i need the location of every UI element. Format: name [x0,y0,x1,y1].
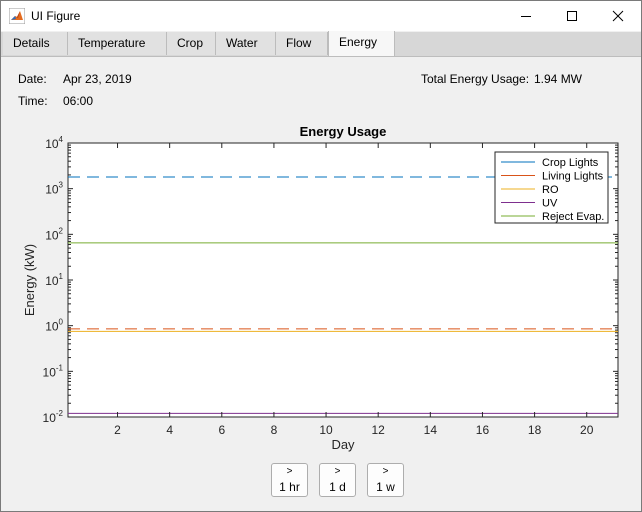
legend-entry: Living Lights [542,171,604,183]
advance-arrow: > [334,466,341,477]
total-energy-value: 1.94 MW [534,72,583,86]
legend-entry: Crop Lights [542,157,599,169]
close-button[interactable] [595,1,641,31]
tab-crop[interactable]: Crop [167,32,216,55]
y-tick-label: 10-1 [43,363,64,379]
y-tick-label: 100 [45,318,63,334]
tab-bar: Details Temperature Crop Water Flow Ener… [1,31,641,57]
title-bar[interactable]: UI Figure [1,1,641,31]
button-label: 1 d [329,480,346,494]
x-tick-label: 18 [528,423,542,437]
tab-energy[interactable]: Energy [328,31,395,56]
tab-details[interactable]: Details [3,32,68,55]
minimize-icon [521,16,531,17]
y-tick-label: 101 [45,272,63,288]
x-tick-label: 6 [218,423,225,437]
tab-flow[interactable]: Flow [276,32,328,55]
legend-entry: UV [542,198,558,210]
x-tick-label: 16 [476,423,490,437]
maximize-button[interactable] [549,1,595,31]
tab-temperature[interactable]: Temperature [68,32,167,55]
minimize-button[interactable] [503,1,549,31]
advance-arrow: > [382,466,389,477]
button-label: 1 hr [279,480,300,494]
energy-usage-chart: 2 4 6 8 10 12 14 16 18 20 10-2 10-1 100 101 102 103 104 E… [22,124,619,452]
x-tick-label: 4 [166,423,173,437]
y-tick-label: 10-2 [43,409,64,425]
time-label: Time: [18,94,48,108]
y-tick-label: 102 [45,226,63,242]
x-tick-label: 12 [372,423,386,437]
x-tick-label: 2 [114,423,121,437]
button-label: 1 w [376,480,395,494]
energy-panel: Date: Apr 23, 2019 Time: 06:00 Total Ene… [1,57,641,511]
y-axis-label: Energy (kW) [22,244,37,316]
x-tick-label: 8 [271,423,278,437]
legend-box [494,151,609,224]
date-value: Apr 23, 2019 [63,72,132,86]
maximize-icon [567,11,577,21]
y-tick-label: 103 [45,181,63,197]
close-icon [612,10,624,22]
matlab-logo-icon [9,8,25,24]
total-energy-label: Total Energy Usage: [421,72,530,86]
advance-1-week-button[interactable]: > 1 w [367,463,404,497]
y-tick-label: 104 [45,135,63,151]
tab-water[interactable]: Water [216,32,276,55]
x-tick-label: 14 [424,423,438,437]
date-label: Date: [18,72,47,86]
advance-1-hour-button[interactable]: > 1 hr [271,463,308,497]
chart-title: Energy Usage [300,124,387,139]
x-tick-label: 20 [580,423,594,437]
time-value: 06:00 [63,94,94,108]
x-axis-label: Day [331,437,355,452]
x-tick-label: 10 [319,423,333,437]
legend-entry: Reject Evap. [542,211,604,223]
window-title: UI Figure [31,9,81,23]
legend-entry: RO [542,184,559,196]
advance-arrow: > [286,466,293,477]
advance-1-day-button[interactable]: > 1 d [319,463,356,497]
